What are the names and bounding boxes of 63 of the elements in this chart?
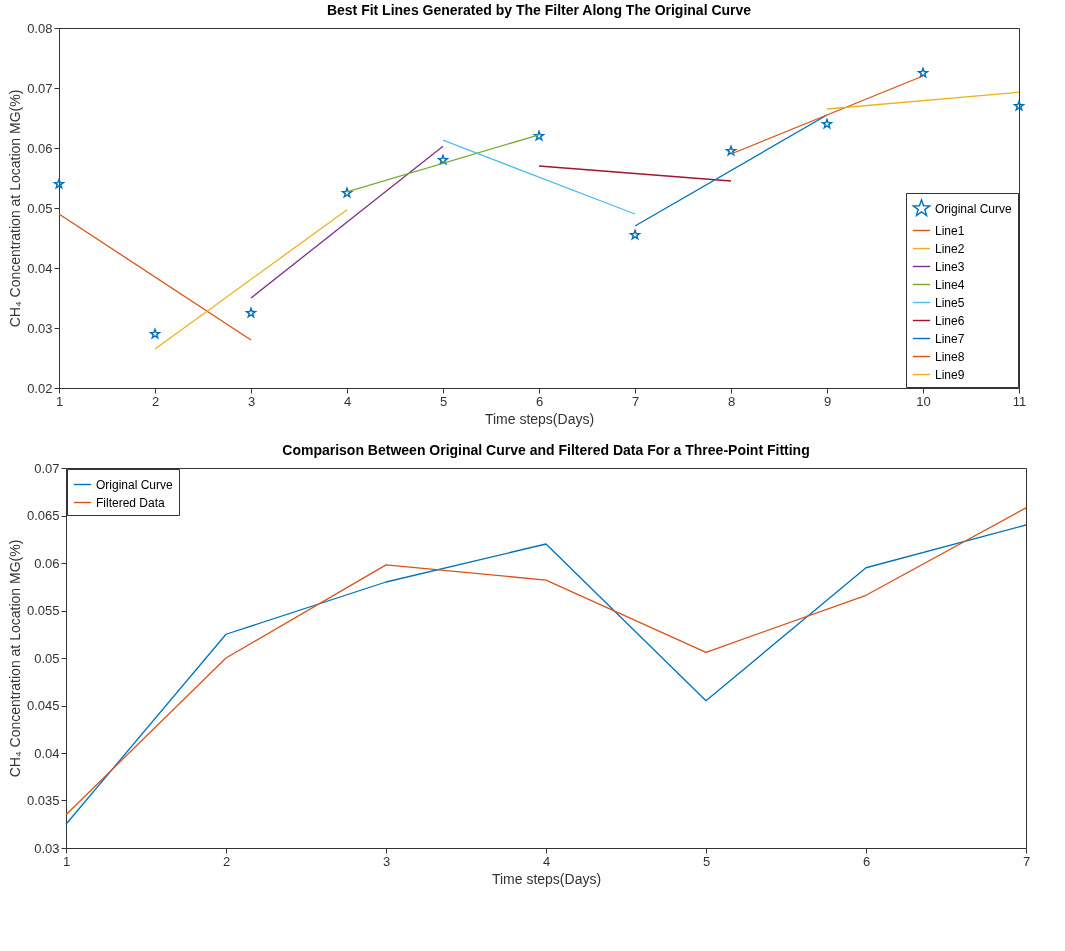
x-tick-label: 3 xyxy=(247,393,256,409)
x-tick-label: 2 xyxy=(151,393,160,409)
y-tick-label: 0.07 xyxy=(34,460,60,476)
x-tick-label: 8 xyxy=(727,393,736,409)
y-tick-label: 0.06 xyxy=(27,140,53,156)
point xyxy=(1013,100,1025,111)
legend-label: Original Curve xyxy=(96,477,174,492)
x-tick-label: 5 xyxy=(439,393,448,409)
legend-label: Line4 xyxy=(935,277,965,292)
x-tick-label: 5 xyxy=(702,853,711,869)
y-tick-label: 0.07 xyxy=(27,80,53,96)
y-tick-label: 0.03 xyxy=(27,320,53,336)
y-tick-label: 0.05 xyxy=(34,650,60,666)
legend-label: Line2 xyxy=(935,241,965,256)
y-tick-label: 0.04 xyxy=(34,745,60,761)
point xyxy=(917,67,929,78)
point xyxy=(725,145,737,156)
y-tick-label: 0.06 xyxy=(34,555,60,571)
x-tick-label: 2 xyxy=(222,853,231,869)
legend-label: Filtered Data xyxy=(96,495,166,510)
x-tick-label: 6 xyxy=(535,393,544,409)
y-tick-label: 0.08 xyxy=(27,20,53,36)
point xyxy=(149,328,161,339)
point xyxy=(341,187,353,198)
x-axis-title: Time steps(Days) xyxy=(491,870,602,887)
legend-label: Original Curve xyxy=(935,201,1013,216)
x-tick-label: 1 xyxy=(55,393,64,409)
x-tick-label: 3 xyxy=(382,853,391,869)
point xyxy=(245,307,257,318)
y-tick-label: 0.03 xyxy=(34,840,60,856)
y-tick-label: 0.035 xyxy=(26,793,60,808)
point xyxy=(629,229,641,240)
legend-label: Line5 xyxy=(935,295,965,310)
y-tick-label: 0.065 xyxy=(26,508,60,523)
y-tick-label: 0.055 xyxy=(26,603,60,618)
y-axis-title: CH₄ Concentration at Location MG(%) xyxy=(7,89,24,328)
y-tick-label: 0.04 xyxy=(27,260,53,276)
legend-label: Line1 xyxy=(935,223,965,238)
y-tick-label: 0.05 xyxy=(27,200,53,216)
point xyxy=(53,178,65,189)
point xyxy=(533,130,545,141)
x-tick-label: 4 xyxy=(343,393,352,409)
x-tick-label: 7 xyxy=(1022,853,1031,869)
point xyxy=(821,118,833,129)
legend-label: Line6 xyxy=(935,313,965,328)
x-tick-label: 7 xyxy=(631,393,640,409)
x-tick-label: 6 xyxy=(862,853,871,869)
x-axis-title: Time steps(Days) xyxy=(484,410,595,427)
legend-label: Line8 xyxy=(935,349,965,364)
x-tick-label: 10 xyxy=(916,393,931,409)
legend-label: Line7 xyxy=(935,331,965,346)
x-tick-label: 1 xyxy=(62,853,71,869)
x-tick-label: 11 xyxy=(1012,393,1027,409)
chart-title: Comparison Between Original Curve and Filtered Data For a Three-Point Fitting xyxy=(282,442,810,458)
legend-label: Line3 xyxy=(935,259,965,274)
x-tick-label: 9 xyxy=(823,393,832,409)
y-axis-title: CH₄ Concentration at Location MG(%) xyxy=(6,539,23,778)
point xyxy=(437,154,449,165)
y-tick-label: 0.045 xyxy=(26,698,60,713)
chart-title: Best Fit Lines Generated by The Filter Along The Original Curve xyxy=(326,2,752,18)
legend-label: Line9 xyxy=(935,367,965,382)
x-tick-label: 4 xyxy=(542,853,551,869)
y-tick-label: 0.02 xyxy=(27,380,53,396)
